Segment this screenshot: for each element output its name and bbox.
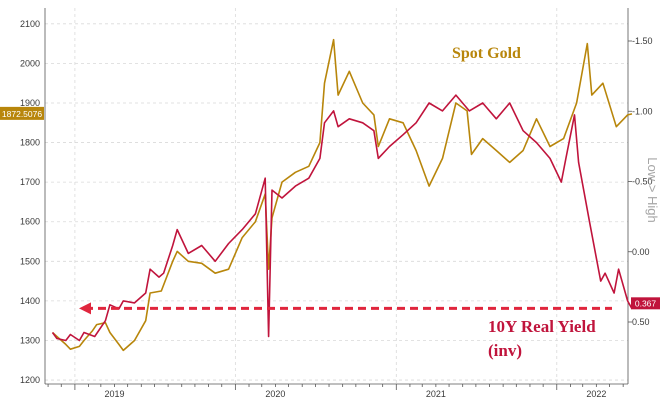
- gold-last-value: 1872.5076: [2, 109, 42, 119]
- left-tick-label: 1200: [20, 375, 40, 385]
- left-tick-label: 1400: [20, 296, 40, 306]
- right-tick-label: -1.50: [632, 36, 653, 46]
- spot-gold-label: Spot Gold: [452, 45, 521, 62]
- reference-arrowhead: [79, 302, 91, 315]
- left-tick-label: 1600: [20, 217, 40, 227]
- real-yield-label-inv: (inv): [488, 341, 522, 360]
- right-axis-title: Low > High: [645, 157, 660, 222]
- left-tick-label: 1900: [20, 98, 40, 108]
- left-tick-label: 2100: [20, 19, 40, 29]
- real-yield-label: 10Y Real Yield: [488, 317, 596, 336]
- right-tick-label: 0.50: [632, 317, 650, 327]
- right-tick-label: -0.50: [632, 177, 653, 187]
- x-tick-label: 2019: [104, 389, 124, 399]
- left-tick-label: 1300: [20, 335, 40, 345]
- left-tick-label: 1500: [20, 256, 40, 266]
- left-tick-label: 1800: [20, 138, 40, 148]
- left-tick-label: 2000: [20, 58, 40, 68]
- x-tick-label: 2021: [426, 389, 446, 399]
- x-tick-label: 2022: [586, 389, 606, 399]
- x-tick-label: 2020: [265, 389, 285, 399]
- yield-last-value: 0.367: [635, 298, 657, 308]
- series-line-gold: [51, 38, 633, 352]
- gold-last-value-tag: [0, 106, 44, 120]
- axes: 2019 2020 2021 2022 1200 1300 1400 1500 1600 1700…: [20, 8, 660, 399]
- annotations: Spot Gold 10Y Real Yield (inv) 1872.5076 0.3…: [0, 45, 660, 360]
- yield-last-value-tag: [631, 297, 660, 310]
- left-tick-label: 1700: [20, 177, 40, 187]
- right-tick-label: -1.00: [632, 106, 653, 116]
- right-tick-label: 0.00: [632, 247, 650, 257]
- series-lines: [51, 38, 633, 352]
- series-line-real-yield: [51, 94, 633, 342]
